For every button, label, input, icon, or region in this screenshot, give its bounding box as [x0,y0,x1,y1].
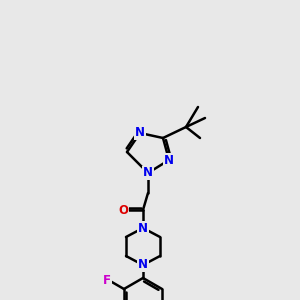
Text: N: N [143,167,153,179]
Text: F: F [103,274,111,287]
Text: N: N [164,154,174,166]
Text: N: N [138,221,148,235]
Text: N: N [138,259,148,272]
Text: O: O [118,203,128,217]
Text: N: N [135,127,145,140]
